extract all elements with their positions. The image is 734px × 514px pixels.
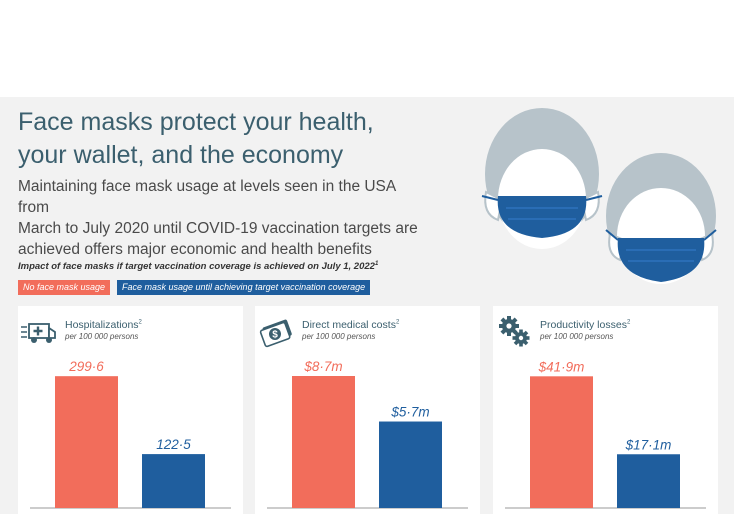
infographic-title: Face masks protect your health, your wal… — [18, 108, 374, 169]
svg-text:$: $ — [272, 330, 278, 341]
face-left — [481, 108, 603, 249]
legend-no-mask: No face mask usage — [18, 280, 111, 295]
bar-no-mask — [292, 376, 355, 508]
infographic-subtitle: Maintaining face mask usage at levels se… — [18, 178, 418, 258]
legend-mask: Face mask usage until achieving target v… — [117, 280, 371, 295]
face-right — [605, 153, 717, 284]
productivity-losses-chart: $41·9m $17·1m — [505, 359, 706, 509]
data-label-no-mask: $8·7m — [303, 359, 342, 374]
data-label-mask: $5·7m — [390, 405, 429, 420]
card-unit: per 100 000 persons — [540, 332, 614, 341]
money-icon: $ — [259, 319, 292, 348]
bar-mask — [617, 454, 680, 508]
gears-icon — [499, 316, 530, 347]
ambulance-icon — [21, 323, 56, 343]
data-label-mask: 122·5 — [156, 437, 191, 452]
impact-note-footnote: 1 — [374, 261, 379, 267]
masked-faces-illustration — [481, 108, 717, 284]
card-title-hospitalizations: Hospitalizations2 — [65, 319, 142, 331]
impact-note: Impact of face masks if target vaccinati… — [18, 261, 378, 272]
card-unit: per 100 000 persons — [302, 332, 376, 341]
data-label-mask: $17·1m — [625, 437, 672, 452]
bar-no-mask — [55, 376, 118, 508]
hospitalizations-card: Hospitalizations2 per 100 000 persons 29… — [18, 306, 243, 514]
bar-no-mask — [530, 376, 593, 508]
card-title-text: Hospitalizations — [65, 319, 139, 331]
direct-medical-costs-chart: $8·7m $5·7m — [267, 359, 468, 509]
direct-medical-costs-card: $ Direct medical costs2 per 100 000 pers… — [255, 306, 480, 514]
bar-mask — [379, 421, 442, 508]
card-title-text: Productivity losses — [540, 319, 627, 331]
hospitalizations-chart: 299·6 122·5 — [30, 359, 231, 509]
card-title-footnote: 2 — [626, 319, 631, 326]
card-unit: per 100 000 persons — [65, 332, 139, 341]
card-title-text: Direct medical costs — [302, 319, 396, 331]
impact-note-text: Impact of face masks if target vaccinati… — [18, 261, 375, 273]
productivity-losses-card: Productivity losses2 per 100 000 persons… — [493, 306, 718, 514]
card-title-footnote: 2 — [138, 319, 142, 326]
data-label-no-mask: $41·9m — [538, 359, 585, 374]
bar-mask — [142, 454, 205, 508]
card-title-footnote: 2 — [395, 319, 400, 326]
card-title-direct-medical-costs: Direct medical costs2 — [302, 319, 399, 331]
data-label-no-mask: 299·6 — [68, 359, 104, 374]
card-title-productivity-losses: Productivity losses2 — [540, 319, 630, 331]
